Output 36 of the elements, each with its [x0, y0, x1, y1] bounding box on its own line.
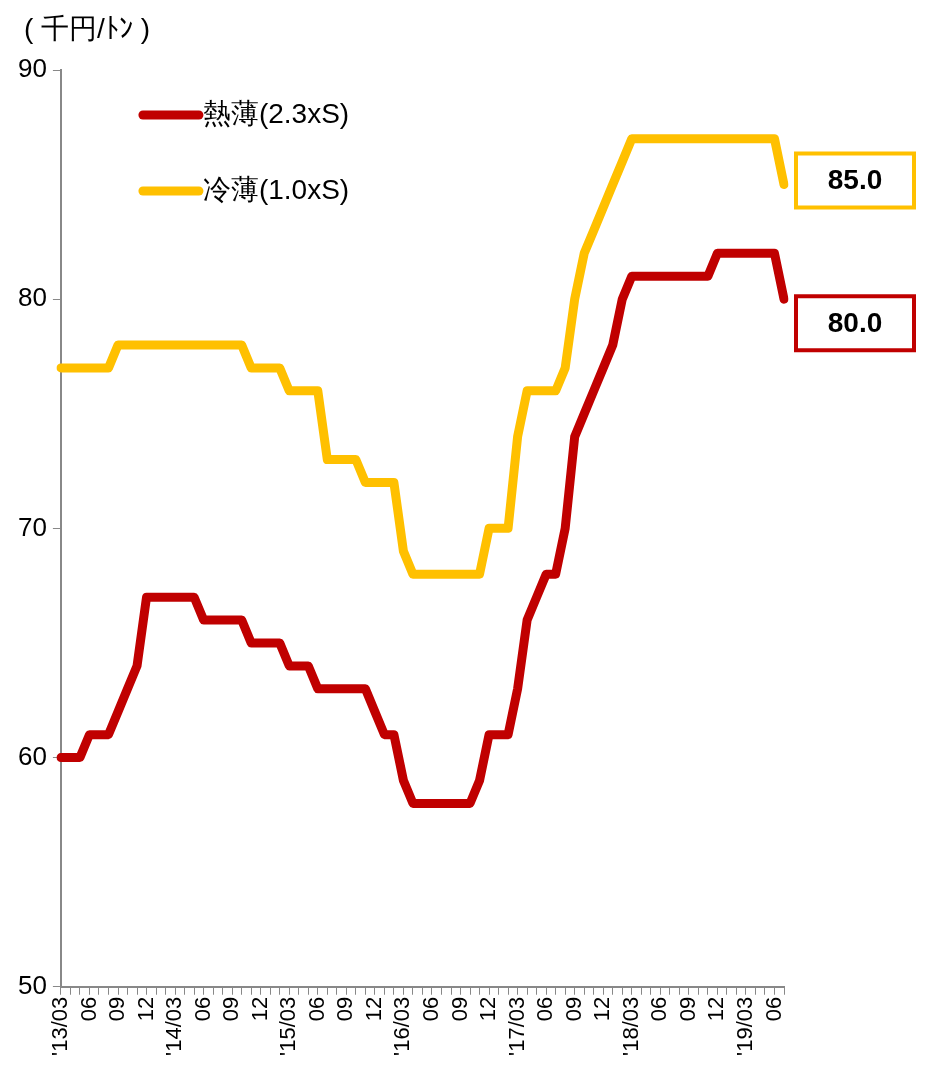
x-tick-label: 06 [75, 996, 101, 1022]
x-tick-label: '14/03 [161, 996, 187, 1057]
y-tick-label: 80 [18, 282, 47, 313]
y-axis-title: ( 千円/ﾄﾝ ) [24, 12, 150, 44]
x-tick-label: 09 [446, 996, 472, 1022]
legend-label: 熱薄(2.3xS) [202, 97, 350, 129]
y-tick-label: 90 [18, 53, 47, 84]
x-tick-label: '19/03 [732, 996, 758, 1057]
x-tick-label: 06 [760, 996, 786, 1022]
x-tick-label: 09 [218, 996, 244, 1022]
x-tick-label: '17/03 [503, 996, 529, 1057]
data-label: 80.0 [827, 306, 883, 338]
x-tick-label: 09 [674, 996, 700, 1022]
legend-label: 冷薄(1.0xS) [202, 173, 350, 205]
x-tick-label: 09 [104, 996, 130, 1022]
x-tick-label: 12 [703, 996, 729, 1022]
y-tick-label: 60 [18, 740, 47, 771]
x-tick-label: '15/03 [275, 996, 301, 1057]
x-tick-label: 09 [560, 996, 586, 1022]
x-tick-label: 06 [189, 996, 215, 1022]
x-tick-label: '16/03 [389, 996, 415, 1057]
y-tick-label: 50 [18, 969, 47, 1000]
x-tick-label: 12 [132, 996, 158, 1022]
x-tick-label: 12 [360, 996, 386, 1022]
y-tick-label: 70 [18, 511, 47, 542]
x-tick-label: 12 [589, 996, 615, 1022]
x-tick-label: 06 [303, 996, 329, 1022]
x-tick-label: 09 [332, 996, 358, 1022]
x-tick-label: '18/03 [617, 996, 643, 1057]
x-tick-label: '13/03 [46, 996, 72, 1057]
x-tick-label: 06 [418, 996, 444, 1022]
x-tick-label: 06 [646, 996, 672, 1022]
x-tick-label: 06 [532, 996, 558, 1022]
x-tick-label: 12 [475, 996, 501, 1022]
data-label: 85.0 [827, 164, 883, 196]
x-tick-label: 12 [246, 996, 272, 1022]
